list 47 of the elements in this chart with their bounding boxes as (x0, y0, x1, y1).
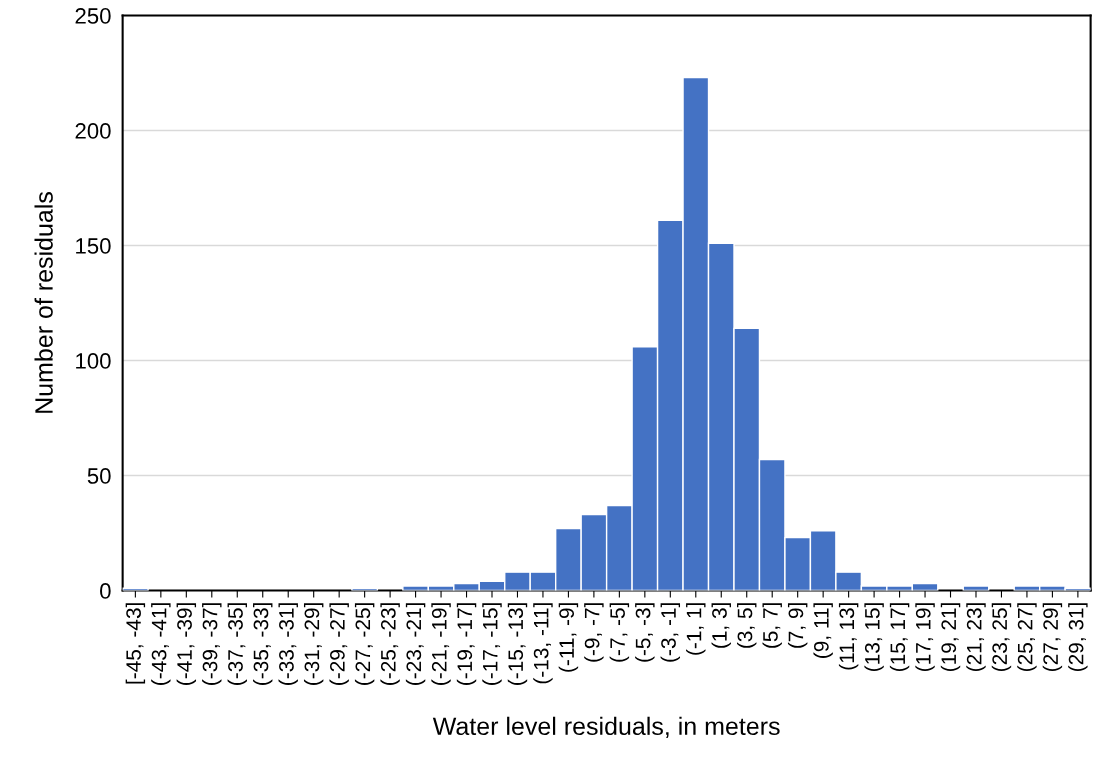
y-tick-label: 150 (76, 238, 111, 254)
x-tick-label: (1, 3] (711, 603, 731, 648)
x-tick-label: (21, 23] (966, 603, 986, 672)
x-tick-label: (-13, -11] (533, 603, 553, 684)
x-tick-label: (-1, 1] (686, 603, 706, 655)
x-tick-label: (27, 29] (1042, 603, 1063, 672)
x-tick-label: (-29, -27] (329, 603, 349, 685)
x-tick-label: (17, 19] (915, 603, 935, 672)
y-tick-label: 0 (100, 583, 111, 599)
x-tick-label: (-39, -37] (202, 603, 222, 685)
x-tick-label: (11, 13] (838, 603, 859, 670)
x-tick-label: (7, 9] (787, 603, 808, 648)
x-tick-label: (-33, -31] (278, 603, 298, 685)
x-tick-label: (-21, -19] (431, 603, 451, 685)
x-tick-label: (13, 15] (864, 603, 884, 672)
x-tick-label: (-23, -21] (405, 603, 426, 685)
x-tick-label: (29, 31] (1068, 603, 1088, 672)
x-tick-label: (-15, -13] (507, 603, 528, 685)
x-tick-label: (-43, -41] (151, 603, 171, 685)
x-tick-label: (-3, -1] (660, 603, 681, 662)
x-tick-label: (15, 17] (889, 603, 910, 672)
x-tick-label: (19, 21] (940, 603, 961, 672)
y-axis-title: Number of residuals (34, 192, 53, 413)
y-tick-label: 200 (75, 123, 111, 139)
x-tick-label: (-11, -9] (558, 603, 579, 672)
x-tick-label: (-31, -29] (303, 603, 324, 685)
x-tick-label: (-25, -23] (380, 603, 400, 685)
y-tick-label: 100 (76, 353, 111, 369)
y-tick-label: 250 (75, 8, 111, 24)
x-tick-label: (-5, -3] (635, 603, 655, 662)
y-tick-label: 50 (87, 468, 111, 484)
x-tick-label: (-19, -17] (456, 603, 477, 685)
x-tick-label: (-7, -5] (609, 603, 630, 662)
x-tick-label: (-41, -39] (176, 603, 197, 685)
x-tick-label: (25, 27] (1017, 603, 1037, 672)
x-tick-label: (-27, -25] (354, 603, 375, 685)
bar (962, 585, 990, 591)
x-tick-label: (-17, -15] (482, 603, 502, 685)
x-axis-title: Water level residuals, in meters (432, 716, 780, 739)
x-tick-label: (23, 25] (991, 603, 1012, 672)
x-tick-label: [-45, -43] (125, 603, 146, 684)
x-tick-label: (-37, -35] (227, 603, 247, 685)
x-tick-label: (-9, -7] (584, 603, 604, 662)
x-tick-label: (9, 11] (813, 603, 833, 658)
x-tick-label: (3, 5] (737, 603, 757, 648)
x-tick-label: (5, 7] (762, 603, 782, 648)
x-tick-label: (-35, -33] (253, 603, 273, 685)
